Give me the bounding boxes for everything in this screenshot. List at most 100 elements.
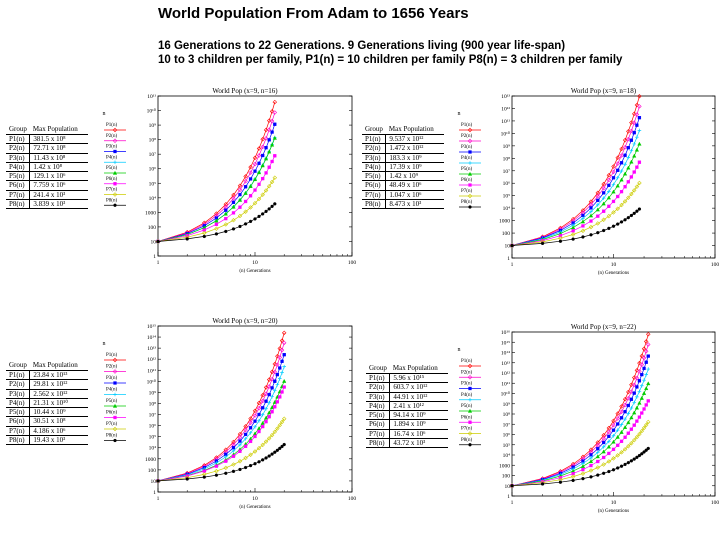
- data-point: [263, 156, 269, 161]
- data-point: [623, 462, 627, 467]
- data-point: [253, 419, 257, 423]
- group-cell: P1(n): [362, 134, 387, 145]
- data-point: [202, 234, 206, 239]
- group-cell: P3(n): [6, 153, 31, 163]
- data-point: [257, 161, 261, 165]
- data-point: [243, 432, 248, 437]
- data-point: [253, 217, 257, 221]
- data-point: [252, 449, 258, 454]
- data-point: [264, 399, 268, 403]
- data-point: [606, 444, 611, 449]
- x-tick-label: 10: [252, 260, 258, 266]
- data-point: [611, 169, 616, 175]
- data-point: [623, 162, 627, 167]
- legend-marker: [468, 420, 472, 424]
- legend-marker: [468, 150, 472, 154]
- max-cell: 1.42 x 10⁸: [29, 162, 88, 173]
- data-point: [632, 410, 637, 415]
- data-point: [263, 136, 269, 141]
- x-tick-label: 10: [252, 496, 258, 502]
- data-point: [256, 400, 262, 406]
- max-cell: 17.39 x 10⁹: [385, 162, 444, 173]
- data-point: [623, 435, 627, 439]
- legend-marker: [467, 171, 473, 176]
- legend-label: P2(n): [461, 370, 472, 375]
- group-cell: P1(n): [6, 370, 31, 381]
- col-group-header: Group: [362, 124, 386, 135]
- table-row: P2(n) 603.7 x 10¹²: [366, 382, 448, 393]
- data-point: [615, 176, 620, 180]
- data-point: [243, 209, 248, 214]
- x-tick-label: 100: [711, 500, 719, 506]
- group-cell: P5(n): [6, 407, 31, 418]
- legend-marker: [112, 369, 118, 374]
- col-max-header: Max Population: [389, 363, 448, 374]
- group-cell: P7(n): [6, 190, 31, 201]
- data-point: [637, 415, 642, 419]
- y-tick-label: 10¹¹: [501, 381, 510, 387]
- max-cell: 48.49 x 10⁶: [385, 180, 444, 191]
- series-line-p6n: [511, 162, 640, 246]
- data-point: [606, 459, 612, 464]
- data-point: [269, 376, 275, 382]
- data-point: [253, 434, 257, 439]
- data-point: [616, 422, 620, 426]
- data-point: [619, 404, 624, 409]
- data-point: [270, 386, 274, 390]
- legend-label: P7(n): [106, 188, 117, 193]
- table-row: P7(n) 4.186 x 10⁶: [6, 426, 88, 437]
- data-point: [637, 180, 642, 186]
- data-point: [606, 195, 611, 200]
- data-point: [596, 198, 600, 203]
- data-point: [622, 447, 628, 452]
- data-point: [602, 191, 606, 195]
- data-point: [231, 449, 236, 453]
- data-point: [646, 354, 650, 358]
- data-point: [237, 459, 243, 464]
- data-point: [619, 177, 624, 182]
- y-tick-label: 10⁸: [503, 156, 511, 162]
- data-point: [260, 412, 265, 417]
- data-point: [510, 243, 514, 248]
- data-point: [626, 431, 630, 435]
- data-point: [260, 393, 265, 398]
- data-point: [637, 379, 642, 383]
- table-row: P3(n) 44.91 x 10¹²: [366, 392, 448, 402]
- legend-label: P7(n): [461, 189, 472, 194]
- legend-label: P3(n): [106, 145, 117, 150]
- data-point: [626, 146, 630, 150]
- legend-label: P1(n): [461, 359, 472, 364]
- data-point: [257, 412, 261, 417]
- data-point: [263, 385, 269, 390]
- y-tick-label: 10⁸: [149, 401, 157, 407]
- data-point: [264, 456, 268, 460]
- x-tick-label: 1: [511, 500, 514, 506]
- y-tick-label: 10¹²: [501, 371, 510, 377]
- data-point: [580, 471, 586, 476]
- data-point: [279, 419, 285, 425]
- table-row: P8(n) 43.72 x 10³: [366, 438, 448, 449]
- data-point: [223, 202, 229, 207]
- data-point: [273, 154, 277, 158]
- data-point: [238, 192, 242, 197]
- series-line-p4n: [511, 368, 649, 487]
- y-tick-label: 10¹³: [501, 361, 510, 367]
- data-point: [607, 451, 611, 456]
- legend-marker: [112, 403, 118, 408]
- data-point: [640, 372, 644, 377]
- max-cell: 72.71 x 10⁸: [29, 143, 88, 154]
- legend-label: P2(n): [106, 365, 117, 370]
- data-point: [263, 391, 269, 396]
- table-row: P1(n) 381.5 x 10⁸: [6, 134, 88, 145]
- data-point: [589, 206, 593, 210]
- data-point: [639, 362, 645, 367]
- max-cell: 2.41 x 10¹²: [389, 401, 448, 412]
- data-point: [588, 459, 594, 464]
- data-point: [238, 467, 242, 472]
- data-point: [243, 179, 248, 184]
- data-point: [231, 217, 236, 223]
- legend-marker: [467, 408, 473, 413]
- legend-label: P8(n): [461, 200, 472, 205]
- data-point: [282, 364, 286, 369]
- group-cell: P1(n): [6, 134, 31, 145]
